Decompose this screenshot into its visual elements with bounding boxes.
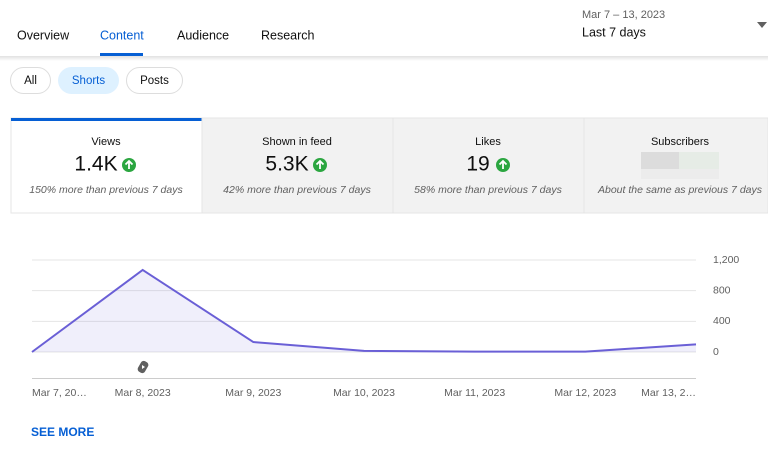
blurred-value [679,152,719,169]
x-tick-label: Mar 10, 2023 [333,387,395,399]
metric-change: 42% more than previous 7 days [223,184,371,196]
x-tick-label: Mar 8, 2023 [115,387,171,399]
tab-active[interactable]: Content [100,28,144,42]
metric-change: About the same as previous 7 days [597,184,763,196]
line [31,268,697,353]
chip-label: Posts [140,75,169,87]
metric-value: 19 [466,153,489,176]
period[interactable]: Last 7 days [582,25,646,39]
card[interactable] [201,117,394,214]
metric-name: Subscribers [651,136,710,148]
chip-label: Shorts [72,75,105,87]
see-more[interactable]: SEE MORE [31,425,94,439]
y-tick-label: 1,200 [713,254,739,266]
dropdown-arrow[interactable] [757,22,767,28]
metric-value: 5.3K [265,153,308,176]
x-tick-label: Mar 13, 2… [641,387,696,399]
tab[interactable]: Overview [17,28,70,42]
tab-underline [100,53,143,56]
metric-name: Views [91,136,121,148]
blurred-value [641,152,679,169]
metric-value: 1.4K [74,153,117,176]
x-tick-label: Mar 12, 2023 [554,387,616,399]
tab[interactable]: Research [261,28,315,42]
chip-selected[interactable] [58,67,119,94]
blurred-value [641,169,719,179]
y-tick-label: 800 [713,284,731,296]
metric-change: 150% more than previous 7 days [29,184,183,196]
metric-name: Likes [475,136,501,148]
x-tick-label: Mar 11, 2023 [444,387,505,399]
chip[interactable] [126,67,183,94]
header-shadow [0,56,768,61]
area [32,269,696,352]
chip-label: All [24,75,37,87]
chip[interactable] [10,67,51,94]
metric-cards [10,117,768,214]
date-range: Mar 7 – 13, 2023 [582,9,665,21]
card[interactable] [392,117,585,214]
shorts-icon [137,360,149,374]
y-tick-label: 0 [713,346,719,358]
y-tick-label: 400 [713,315,731,327]
up-icons [122,158,510,172]
metric-name: Shown in feed [262,136,332,148]
tab[interactable]: Audience [177,28,229,42]
card-selected-bar [11,118,202,121]
x-tick-label: Mar 9, 2023 [225,387,281,399]
x-tick-label: Mar 7, 20… [32,387,87,399]
metric-change: 58% more than previous 7 days [414,184,562,196]
